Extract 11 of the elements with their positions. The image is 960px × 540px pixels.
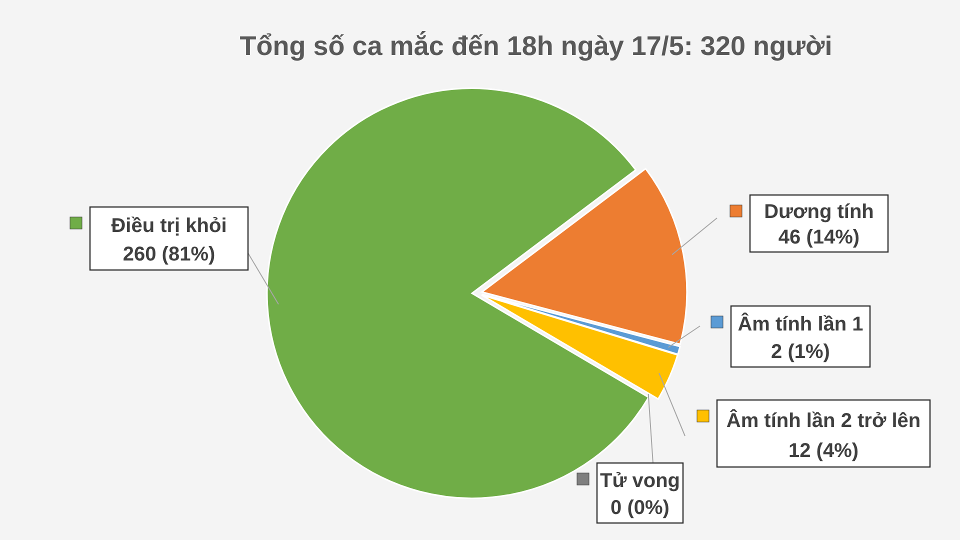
legend-label: Tử vong bbox=[600, 470, 680, 492]
data-label: 46 (14%) bbox=[778, 226, 860, 248]
legend-label: Âm tính lần 2 trở lên bbox=[726, 408, 921, 432]
data-label: 2 (1%) bbox=[771, 340, 830, 363]
data-label: 12 (4%) bbox=[788, 440, 859, 462]
legend-label: Dương tính bbox=[764, 200, 874, 223]
data-label: 260 (81%) bbox=[122, 244, 216, 266]
legend-label: Điều trị khỏi bbox=[111, 215, 227, 238]
chart-title: Tổng số ca mắc đến 18h ngày 17/5: 320 người bbox=[240, 30, 832, 61]
text: 0 (0%) bbox=[610, 497, 670, 519]
legend-label: Âm tính lần 1 bbox=[738, 312, 864, 336]
